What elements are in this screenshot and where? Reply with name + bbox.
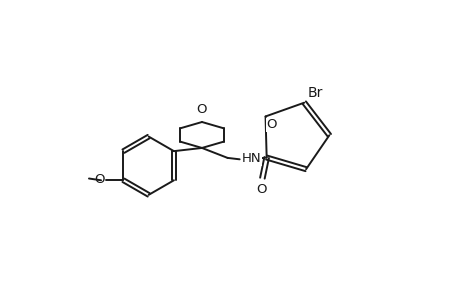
Text: HN: HN <box>241 152 261 165</box>
Text: Br: Br <box>307 86 323 100</box>
Text: O: O <box>196 103 207 116</box>
Text: O: O <box>266 118 276 131</box>
Text: O: O <box>94 173 104 186</box>
Text: O: O <box>256 184 266 196</box>
